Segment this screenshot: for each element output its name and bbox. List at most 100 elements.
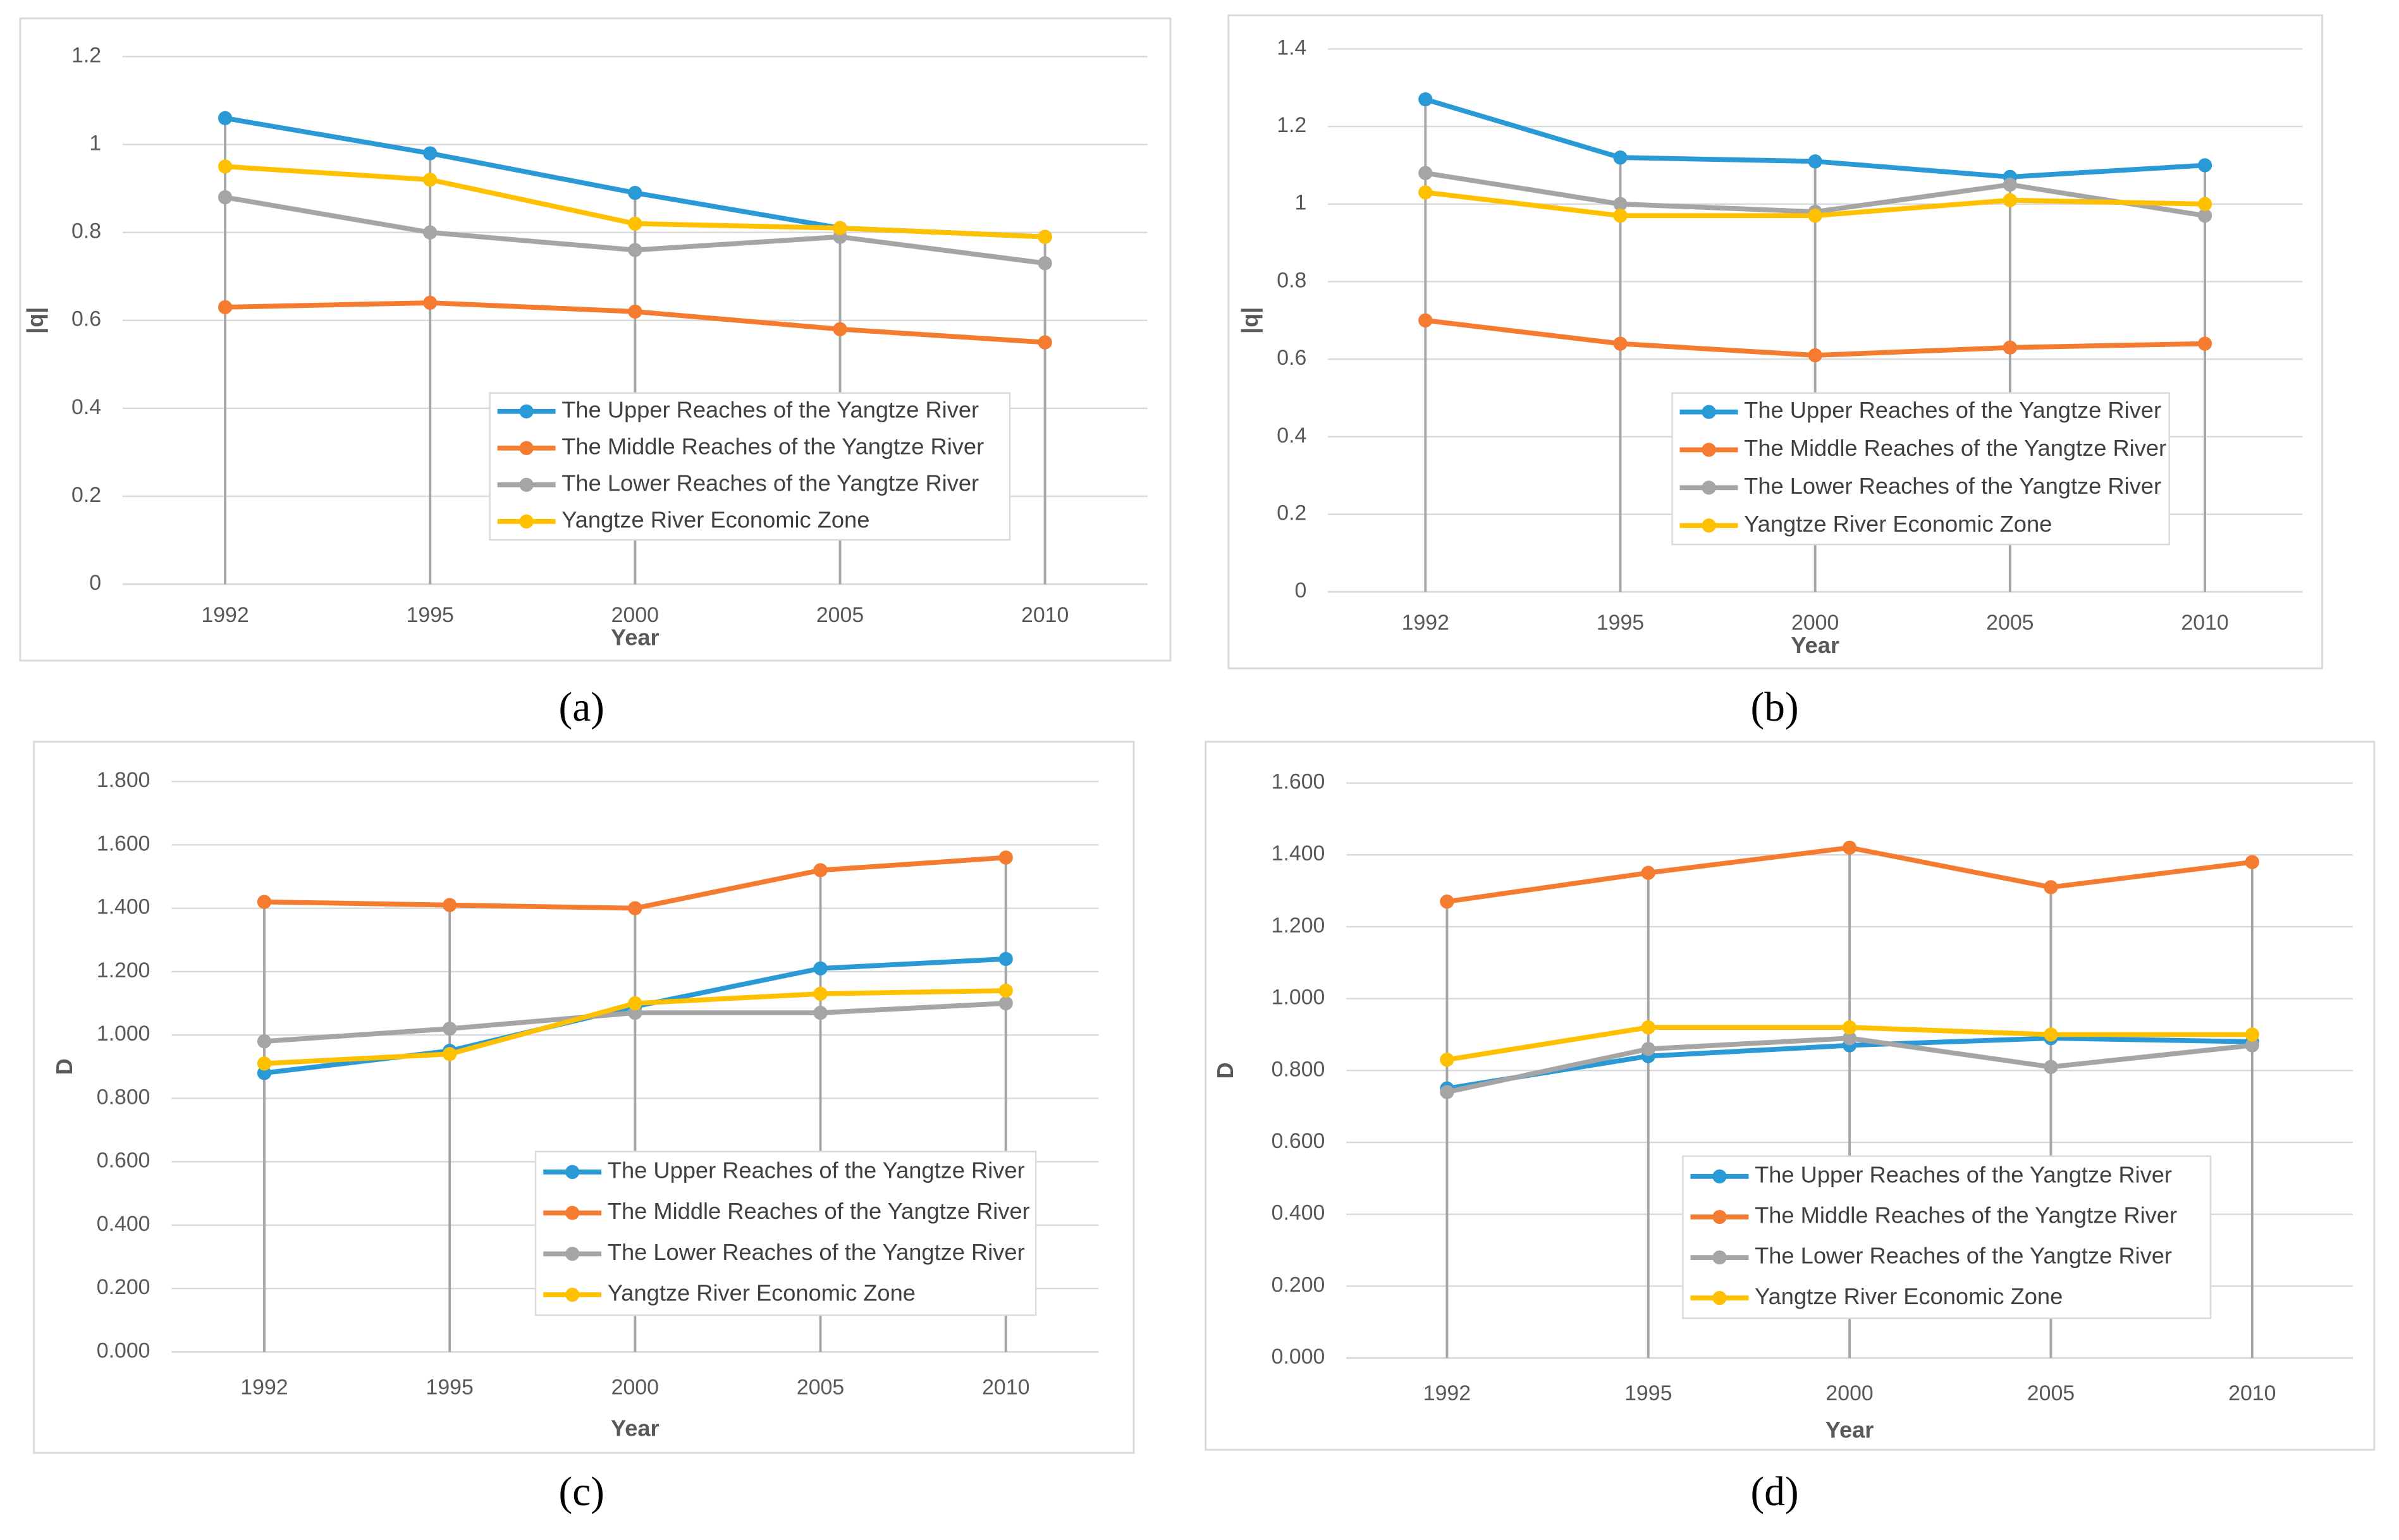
y-tick-label: 0.000 [1272,1345,1325,1369]
y-tick-label: 0.200 [97,1275,150,1299]
y-tick-label: 1.600 [1272,769,1325,793]
legend-box [489,392,1011,541]
x-tick-label: 1995 [1597,611,1644,635]
data-point [257,895,272,909]
data-point [443,1022,457,1036]
legend-marker [519,514,534,529]
y-tick-label: 1.800 [97,768,150,792]
data-point [2003,193,2017,207]
legend-marker [565,1206,580,1220]
legend-box [534,1151,1037,1316]
data-point [628,243,642,257]
data-point [1808,154,1822,169]
legend-label: The Lower Reaches of the Yangtze River [561,470,979,496]
x-axis-title: Year [611,1415,660,1441]
legend-marker [565,1247,580,1261]
data-point [998,951,1013,966]
data-point [1842,1020,1857,1035]
x-tick-label: 1995 [1624,1381,1672,1405]
y-tick-label: 1.4 [1277,35,1306,59]
y-tick-label: 0.4 [71,395,101,419]
data-point [2197,336,2212,351]
data-point [2245,1027,2259,1042]
y-tick-label: 1.200 [1272,914,1325,938]
legend-marker [519,477,534,492]
legend-marker [1712,1250,1727,1265]
x-tick-label: 2005 [797,1375,844,1399]
data-point [423,173,438,187]
data-point [813,986,828,1001]
panel-caption: (a) [558,685,604,730]
x-tick-label: 2000 [1825,1381,1873,1405]
legend-marker [1702,518,1716,533]
chart-panel: 0 0.2 0.4 0.6 0.8 1 1.2 1.4 1992 1995 2000 2005 2010… [1227,14,2324,730]
y-tick-label: 1.600 [97,831,150,855]
chart-frame [33,740,1135,1454]
y-tick-label: 0.8 [1277,268,1306,292]
panel-caption: (c) [558,1469,604,1515]
y-tick-label: 1.000 [1272,986,1325,1010]
data-point [1641,865,1655,880]
legend-label: The Middle Reaches of the Yangtze River [1744,435,2166,461]
legend-label: The Upper Reaches of the Yangtze River [561,396,979,422]
data-point [1842,840,1857,855]
data-point [628,185,642,200]
data-point [998,983,1013,998]
data-point [813,961,828,976]
data-point [2044,1027,2058,1042]
y-tick-label: 0 [1294,578,1306,602]
data-point [1641,1042,1655,1056]
legend-label: Yangtze River Economic Zone [608,1280,916,1306]
y-tick-label: 0.2 [1277,501,1306,525]
data-point [1038,256,1052,271]
data-point [1038,335,1052,350]
data-point [257,1056,272,1071]
data-point [628,216,642,231]
data-point [833,221,847,235]
y-axis-title: D [1212,1062,1238,1079]
y-tick-label: 0.8 [71,219,101,243]
data-point [257,1034,272,1049]
y-tick-label: 0.400 [1272,1201,1325,1225]
data-point [2044,880,2058,895]
x-tick-label: 2005 [1986,611,2034,635]
y-tick-label: 0.200 [1272,1273,1325,1297]
legend-marker [1702,443,1716,457]
legend-marker [1712,1291,1727,1305]
x-tick-label: 2000 [611,603,659,627]
x-tick-label: 1995 [426,1375,474,1399]
y-tick-label: 0 [89,571,101,595]
chart-panel: 0 0.2 0.4 0.6 0.8 1 1.2 1992 1995 2000 2005 2010 Yea… [19,17,1172,730]
data-point [2003,177,2017,192]
data-point [833,322,847,336]
y-tick-label: 0.400 [97,1212,150,1236]
data-point [423,146,438,161]
legend-marker [1712,1169,1727,1183]
legend-marker [519,441,534,455]
data-point [218,111,233,126]
data-point [443,898,457,912]
y-tick-label: 0.800 [1272,1057,1325,1081]
legend-marker [565,1164,580,1180]
data-point [998,850,1013,865]
legend-label: Yangtze River Economic Zone [561,506,869,532]
data-point [1613,336,1628,351]
x-tick-label: 2000 [1791,611,1839,635]
data-point [1613,209,1628,223]
data-point [443,1047,457,1061]
y-tick-label: 1.000 [97,1022,150,1046]
data-point [628,996,642,1011]
panel-caption: (b) [1750,685,1798,730]
legend-marker [1702,405,1716,419]
legend-label: The Lower Reaches of the Yangtze River [608,1239,1025,1265]
legend-label: The Middle Reaches of the Yangtze River [608,1198,1030,1224]
chart-frame [1205,740,2376,1451]
y-tick-label: 1.2 [71,43,101,67]
y-tick-label: 0.4 [1277,424,1306,448]
legend-label: Yangtze River Economic Zone [1744,511,2052,537]
data-point [1613,150,1628,165]
data-point [218,190,233,205]
data-point [1418,92,1433,107]
